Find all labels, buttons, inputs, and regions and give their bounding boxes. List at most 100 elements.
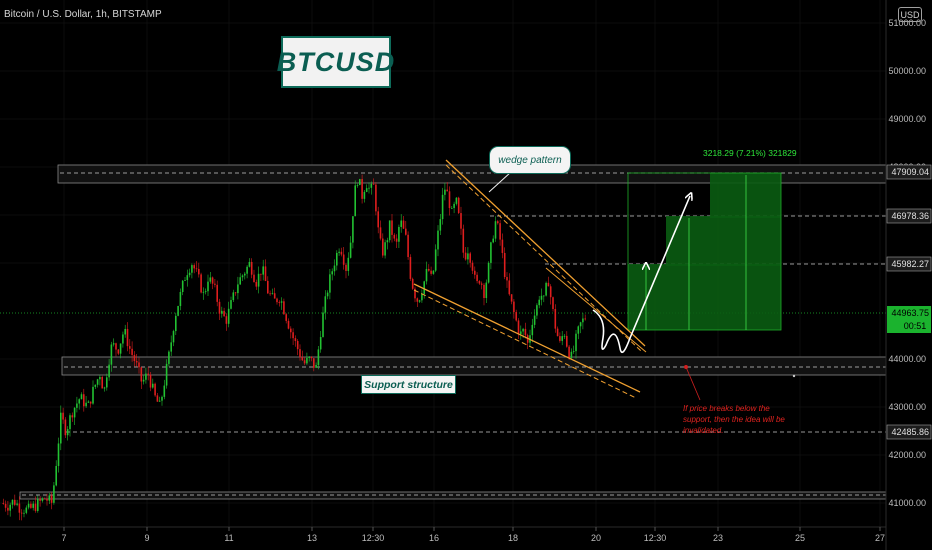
candle-body [126, 328, 129, 347]
candle-body [483, 284, 485, 298]
candle-body [140, 367, 143, 382]
candle-body [515, 312, 517, 321]
zone-boxes [19, 164, 887, 500]
candle-body [372, 183, 375, 185]
candle-body [365, 188, 368, 192]
candle-body [278, 302, 281, 303]
candle-body [184, 280, 186, 281]
x-tick-label: 27 [875, 533, 885, 543]
candlestick-series [2, 174, 586, 521]
x-tick-label: 16 [429, 533, 439, 543]
candle-body [423, 281, 425, 294]
y-tick-label: 49000.00 [888, 114, 926, 124]
x-tick-label: 23 [713, 533, 723, 543]
candle-body [395, 238, 398, 242]
y-tick-label: 43000.00 [888, 402, 926, 412]
candle-body [32, 503, 34, 508]
candle-body [9, 504, 11, 511]
time-axis[interactable]: 7 9 11 13 12:30 16 18 20 12:30 23 25 27 [0, 526, 886, 543]
projection-path [592, 196, 690, 354]
candle-body [290, 328, 292, 333]
candle-body [363, 191, 366, 199]
level-tag-42485: 42485.86 [891, 427, 929, 437]
candle-body [117, 349, 120, 354]
ticker-logo: BTCUSD [277, 36, 394, 88]
currency-button[interactable]: USD [898, 7, 922, 22]
candle-body [269, 293, 271, 295]
candle-body [368, 187, 370, 189]
measure-label: 3218.29 (7.21%) 321829 [703, 148, 797, 158]
candle-body [73, 407, 76, 418]
candle-body [317, 349, 320, 365]
candle-body [428, 268, 430, 271]
candle-body [319, 337, 322, 350]
candle-body [232, 292, 235, 301]
candle-body [124, 328, 126, 335]
candle-body [198, 268, 200, 275]
candle-body [333, 265, 336, 272]
target-projection [627, 172, 782, 331]
candle-body [336, 252, 338, 266]
candle-body [108, 364, 110, 378]
candle-body [522, 328, 524, 332]
marker-dot [792, 374, 796, 378]
candle-body [349, 242, 352, 258]
candle-body [294, 338, 297, 342]
candle-body [531, 324, 534, 336]
candle-body [342, 254, 345, 265]
candle-body [138, 362, 140, 368]
candle-body [352, 216, 354, 243]
candle-body [46, 499, 48, 501]
candle-body [315, 364, 317, 368]
candle-body [439, 219, 442, 231]
candle-body [60, 412, 62, 444]
candle-body [538, 299, 540, 306]
candle-body [152, 383, 154, 388]
candle-body [161, 396, 163, 401]
candle-body [55, 465, 57, 486]
candle-body [89, 401, 92, 404]
price-axis[interactable]: 51000.0050000.0049000.0048000.0047000.00… [885, 0, 932, 550]
candle-body [221, 310, 223, 314]
candle-body [99, 377, 101, 380]
candle-body [53, 485, 55, 503]
candle-body [48, 495, 51, 501]
candle-body [451, 208, 453, 209]
candle-body [469, 253, 471, 263]
candle-body [80, 394, 83, 400]
candle-body [62, 412, 64, 420]
candle-body [78, 399, 80, 404]
candle-body [170, 342, 172, 352]
candle-body [2, 503, 5, 504]
candle-body [273, 293, 276, 299]
candle-body [416, 298, 419, 302]
candle-body [584, 318, 586, 320]
candle-body [248, 261, 251, 267]
candle-body [39, 499, 41, 501]
candle-body [237, 284, 239, 294]
candle-body [425, 268, 428, 282]
candle-body [377, 211, 379, 228]
candle-body [382, 238, 384, 256]
candle-body [250, 261, 253, 275]
candle-body [211, 277, 214, 284]
candle-body [271, 293, 274, 295]
candle-body [434, 249, 437, 271]
candle-body [520, 331, 522, 335]
candle-body [262, 266, 264, 275]
candle-body [536, 305, 538, 316]
x-tick-label: 9 [144, 533, 149, 543]
candle-body [464, 252, 467, 260]
candle-body [503, 252, 506, 278]
candle-body [393, 234, 396, 239]
candle-body [517, 320, 520, 335]
candle-body [540, 295, 543, 300]
current-price-tag-bg [887, 306, 931, 333]
candle-body [257, 273, 260, 287]
candle-body [186, 275, 189, 281]
candle-body [575, 333, 577, 352]
candle-body [181, 280, 184, 292]
target-box-outline [627, 172, 782, 331]
candle-body [280, 301, 283, 303]
